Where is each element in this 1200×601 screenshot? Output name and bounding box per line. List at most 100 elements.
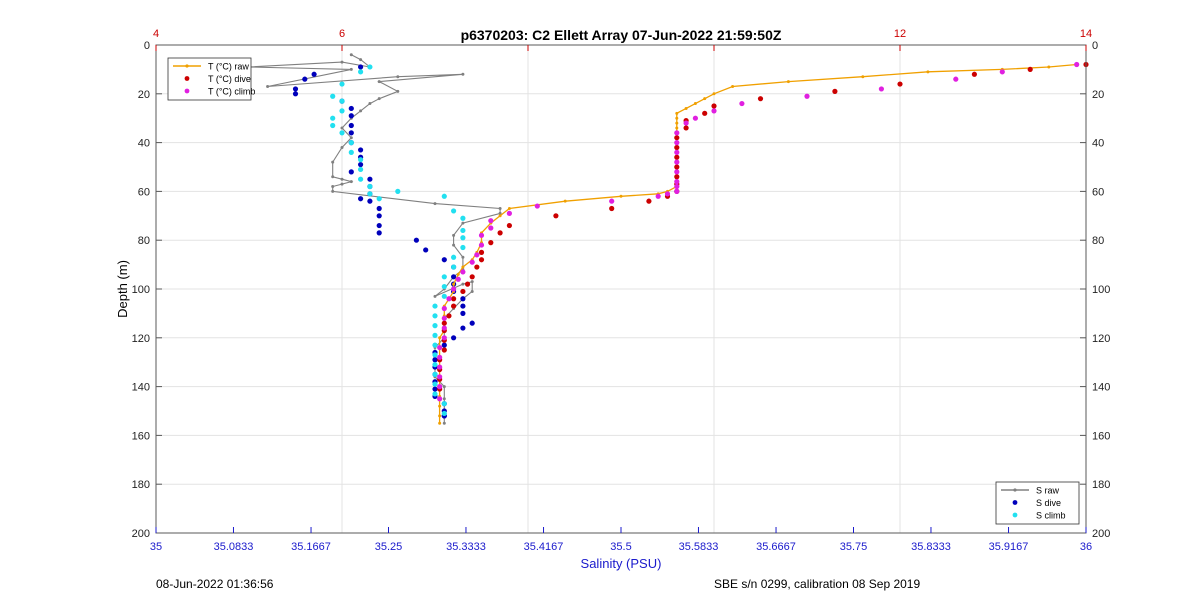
- point-s-raw: [433, 202, 437, 206]
- point-t-c-climb: [674, 188, 680, 194]
- point-t-c-dive: [1027, 66, 1033, 72]
- point-s-climb: [358, 166, 364, 173]
- point-s-dive: [311, 71, 317, 77]
- point-s-climb: [441, 274, 447, 280]
- legend-entry-label: S dive: [1036, 498, 1061, 508]
- point-s-dive: [376, 213, 382, 219]
- legend-entry-label: T (°C) raw: [208, 62, 249, 72]
- data-layer: [247, 53, 1089, 425]
- point-s-climb: [432, 342, 438, 348]
- point-s-climb: [441, 401, 447, 407]
- point-s-raw: [470, 289, 474, 293]
- point-t-c-dive: [469, 274, 475, 280]
- point-s-raw: [498, 211, 502, 215]
- y-tick-label: 20: [138, 89, 150, 101]
- point-t-c-dive: [451, 296, 457, 302]
- point-t-c-raw: [675, 111, 679, 115]
- point-s-climb: [358, 157, 364, 163]
- point-s-climb: [367, 64, 373, 70]
- point-s-raw: [433, 294, 437, 298]
- point-t-c-climb: [878, 86, 885, 92]
- point-s-climb: [432, 391, 438, 397]
- point-s-raw: [396, 89, 400, 93]
- point-t-c-dive: [441, 320, 447, 326]
- point-s-dive: [348, 130, 354, 136]
- point-t-c-raw: [703, 97, 707, 101]
- point-s-dive: [302, 76, 308, 82]
- x-axis-title: Salinity (PSU): [581, 556, 662, 571]
- point-s-raw: [331, 189, 335, 193]
- x-tick-label: 35.4167: [524, 541, 564, 553]
- point-s-dive: [358, 161, 364, 168]
- y-tick-label: 180: [132, 479, 150, 491]
- y-tick-label-right: 60: [1092, 186, 1104, 198]
- point-s-climb: [376, 196, 382, 202]
- legend-entry-label: S climb: [1036, 511, 1066, 521]
- y-tick-label-right: 160: [1092, 430, 1110, 442]
- point-t-c-raw: [675, 121, 679, 125]
- point-t-c-climb: [455, 276, 461, 282]
- point-s-raw: [349, 136, 353, 140]
- point-s-raw: [396, 75, 400, 79]
- point-t-c-dive: [674, 154, 680, 160]
- point-t-c-dive: [674, 144, 680, 151]
- point-t-c-raw: [452, 282, 456, 286]
- point-s-raw: [331, 175, 335, 179]
- point-s-raw: [331, 185, 335, 189]
- point-s-climb: [460, 227, 466, 234]
- point-t-c-dive: [451, 303, 457, 309]
- point-t-c-climb: [506, 210, 512, 216]
- point-t-c-dive: [646, 198, 652, 204]
- point-t-c-dive: [702, 110, 708, 116]
- point-s-raw: [442, 421, 446, 425]
- point-t-c-climb: [441, 315, 447, 321]
- footer-calibration: SBE s/n 0299, calibration 08 Sep 2019: [714, 577, 921, 591]
- point-s-raw: [266, 84, 270, 88]
- point-t-c-climb: [441, 335, 447, 341]
- point-t-c-climb: [1074, 61, 1080, 68]
- point-s-dive: [441, 257, 447, 263]
- point-t-c-climb: [488, 225, 494, 231]
- point-t-c-climb: [441, 305, 447, 312]
- point-s-raw: [349, 180, 353, 184]
- point-s-dive: [432, 386, 438, 392]
- point-t-c-dive: [674, 135, 680, 141]
- point-t-c-raw: [675, 126, 679, 130]
- y-tick-label: 200: [132, 528, 150, 540]
- x2-tick-label: 12: [894, 28, 906, 40]
- point-s-climb: [441, 410, 447, 417]
- point-t-c-dive: [683, 125, 689, 131]
- point-s-climb: [348, 149, 354, 155]
- point-s-climb: [358, 69, 364, 75]
- point-s-dive: [451, 274, 457, 280]
- point-s-raw: [340, 145, 344, 149]
- point-s-climb: [339, 98, 345, 104]
- point-s-raw: [368, 102, 372, 106]
- y-tick-label: 100: [132, 284, 150, 296]
- point-s-climb: [432, 352, 438, 358]
- point-t-c-raw: [693, 102, 697, 106]
- x-tick-label: 35.6667: [756, 541, 796, 553]
- point-t-c-raw: [684, 106, 688, 110]
- point-s-raw: [470, 280, 474, 284]
- point-s-dive: [367, 198, 373, 204]
- point-t-c-raw: [461, 265, 465, 269]
- y-tick-label: 60: [138, 186, 150, 198]
- point-t-c-climb: [674, 130, 680, 136]
- y-tick-label: 160: [132, 430, 150, 442]
- point-t-c-climb: [469, 259, 475, 265]
- x2-tick-label: 4: [153, 28, 159, 40]
- point-s-dive: [358, 196, 364, 202]
- point-t-c-climb: [437, 364, 443, 370]
- point-s-dive: [358, 64, 364, 70]
- point-s-dive: [469, 320, 475, 326]
- point-s-climb: [395, 188, 401, 194]
- point-s-dive: [460, 303, 466, 309]
- point-s-raw: [461, 282, 465, 286]
- point-t-c-climb: [478, 242, 485, 248]
- y-tick-label: 80: [138, 235, 150, 247]
- x-tick-label: 35.25: [375, 541, 403, 553]
- point-s-climb: [367, 183, 373, 190]
- point-s-climb: [432, 362, 438, 368]
- point-s-raw: [331, 160, 335, 164]
